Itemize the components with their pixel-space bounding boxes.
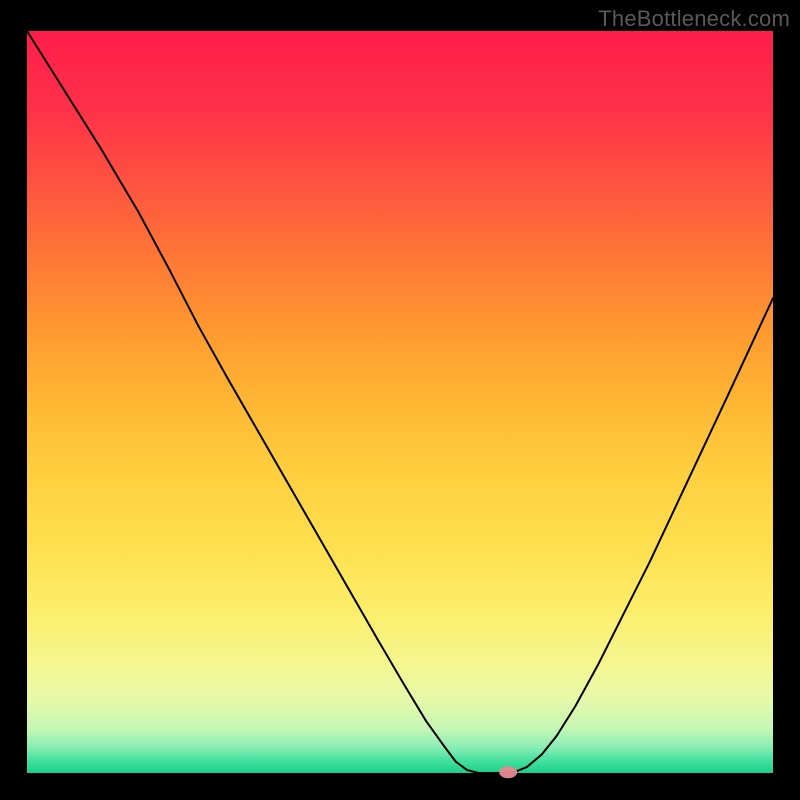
- chart-container: TheBottleneck.com: [0, 0, 800, 800]
- bottleneck-chart: [0, 0, 800, 800]
- optimum-marker: [499, 766, 517, 778]
- plot-background: [27, 31, 773, 773]
- watermark-text: TheBottleneck.com: [598, 6, 790, 32]
